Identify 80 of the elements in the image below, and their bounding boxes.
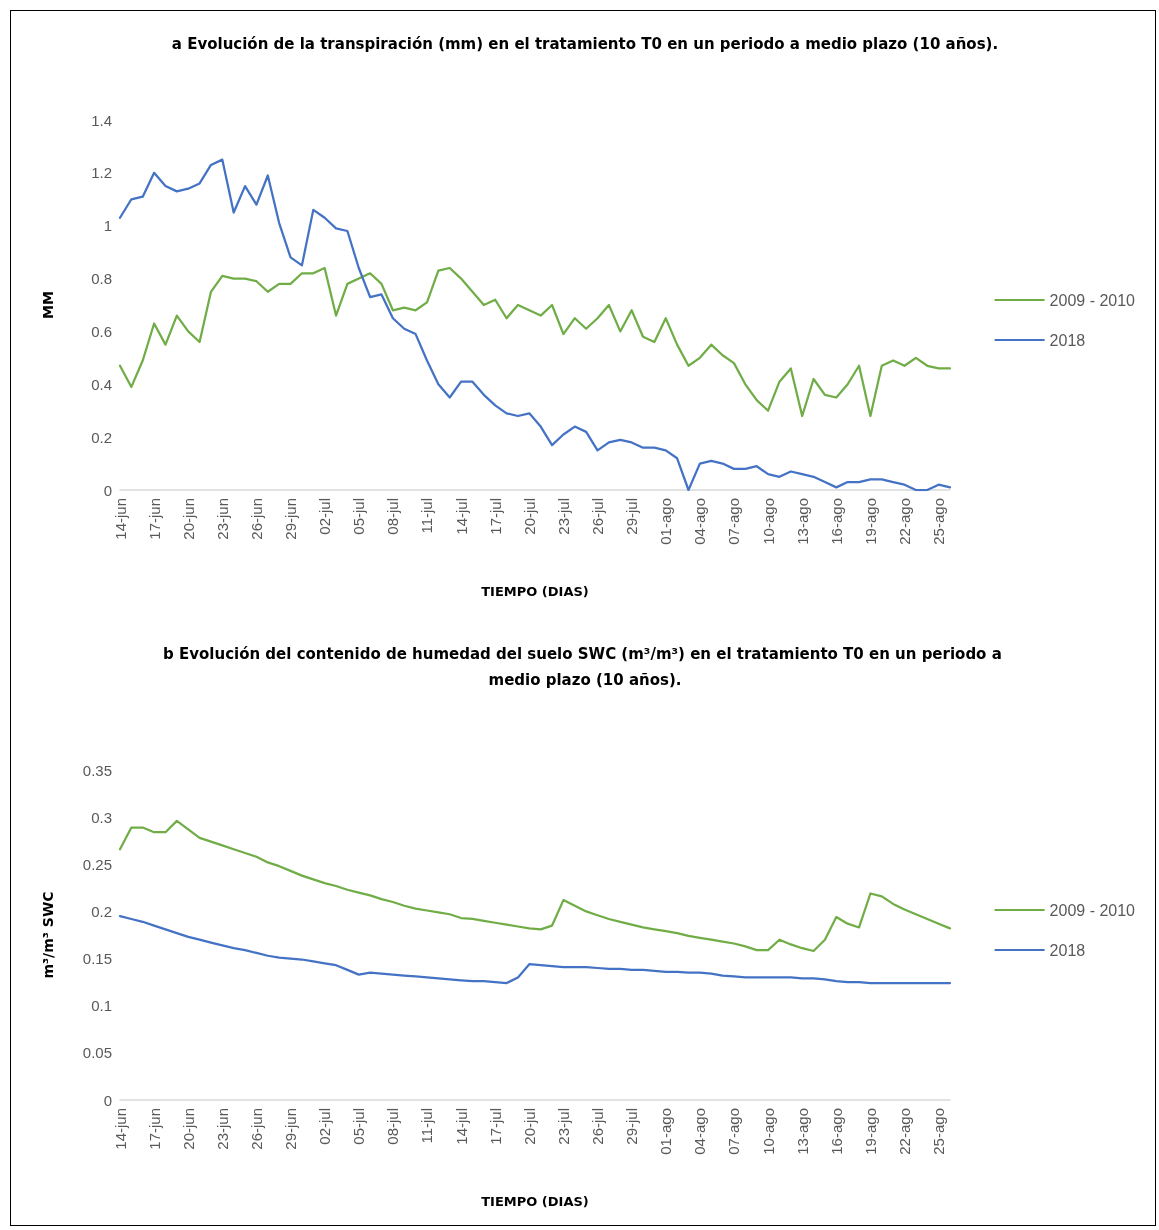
x-tick-label: 25-ago xyxy=(930,498,948,545)
x-tick-label: 29-jul xyxy=(623,498,641,535)
x-tick-label: 13-ago xyxy=(793,498,811,545)
y-tick-label: 1 xyxy=(103,217,112,235)
legend-label: 2018 xyxy=(1049,331,1086,349)
y-tick-label: 0.2 xyxy=(91,428,112,446)
x-tick-label: 29-jul xyxy=(623,1108,641,1145)
y-tick-label: 0.2 xyxy=(91,902,112,920)
x-tick-label: 16-ago xyxy=(827,498,845,545)
x-tick-label: 05-jul xyxy=(350,498,368,535)
y-tick-label: 0.4 xyxy=(91,375,112,393)
legend-label: 2009 - 2010 xyxy=(1049,291,1136,309)
x-tick-label: 11-jul xyxy=(418,498,436,534)
y-tick-label: 0.1 xyxy=(91,997,112,1015)
line-series xyxy=(118,158,952,492)
y-tick-label: 0.15 xyxy=(82,950,112,968)
x-tick-label: 16-ago xyxy=(827,1108,845,1155)
x-tick-label: 14-jul xyxy=(452,498,470,535)
x-tick-label: 01-ago xyxy=(657,1108,675,1155)
y-tick-label: 0.35 xyxy=(82,761,112,779)
x-axis-title: TIEMPO (DIAS) xyxy=(481,1194,589,1209)
x-tick-label: 19-ago xyxy=(861,498,879,545)
x-tick-label: 08-jul xyxy=(384,1108,402,1145)
x-tick-label: 13-ago xyxy=(793,1108,811,1155)
x-tick-label: 08-jul xyxy=(384,498,402,535)
x-tick-label: 29-jun xyxy=(282,498,300,540)
x-tick-label: 26-jun xyxy=(247,498,265,540)
x-tick-label: 23-jun xyxy=(213,498,231,540)
y-tick-label: 0.05 xyxy=(82,1044,112,1062)
x-tick-label: 14-jun xyxy=(111,1108,129,1150)
x-tick-label: 20-jun xyxy=(179,1108,197,1150)
x-axis-title: TIEMPO (DIAS) xyxy=(481,584,589,599)
x-tick-label: 20-jun xyxy=(179,498,197,540)
x-tick-label: 17-jul xyxy=(486,1108,504,1145)
x-tick-label: 19-ago xyxy=(861,1108,879,1155)
line-series xyxy=(118,915,952,985)
x-tick-label: 14-jun xyxy=(111,498,129,540)
chart-title: a Evolución de la transpiración (mm) en el tratamiento T0 en un periodo a medio plazo (10 años). xyxy=(171,35,999,53)
x-tick-label: 20-jul xyxy=(520,498,538,535)
x-tick-label: 10-ago xyxy=(759,498,777,545)
line-series xyxy=(118,819,952,953)
y-tick-label: 1.4 xyxy=(91,111,112,129)
y-tick-label: 0 xyxy=(103,481,112,499)
x-tick-label: 02-jul xyxy=(316,498,334,535)
legend-label: 2009 - 2010 xyxy=(1049,901,1136,919)
x-tick-label: 26-jul xyxy=(589,498,607,535)
x-tick-label: 23-jun xyxy=(213,1108,231,1150)
x-tick-label: 26-jul xyxy=(589,1108,607,1145)
x-tick-label: 17-jul xyxy=(486,498,504,535)
y-axis-title: m³/m³ SWC xyxy=(40,891,56,979)
y-tick-label: 1.2 xyxy=(91,164,112,182)
x-tick-label: 25-ago xyxy=(930,1108,948,1155)
x-tick-label: 17-jun xyxy=(145,1108,163,1150)
legend-label: 2018 xyxy=(1049,941,1086,959)
x-tick-label: 05-jul xyxy=(350,1108,368,1145)
x-tick-label: 01-ago xyxy=(657,498,675,545)
chart-title: b Evolución del contenido de humedad del suelo SWC (m³/m³) en el tratamiento T0 en un periodo a medio plazo (10 años). xyxy=(163,645,1007,689)
x-tick-label: 20-jul xyxy=(520,1108,538,1145)
x-tick-label: 22-ago xyxy=(896,1108,914,1155)
x-tick-label: 26-jun xyxy=(247,1108,265,1150)
x-tick-label: 07-ago xyxy=(725,498,743,545)
y-tick-label: 0.6 xyxy=(91,322,112,340)
line-series xyxy=(118,266,952,418)
y-tick-label: 0.8 xyxy=(91,270,112,288)
x-tick-label: 04-ago xyxy=(691,1108,709,1155)
y-tick-label: 0 xyxy=(103,1091,112,1109)
x-tick-label: 17-jun xyxy=(145,498,163,540)
x-tick-label: 29-jun xyxy=(282,1108,300,1150)
x-tick-label: 04-ago xyxy=(691,498,709,545)
x-tick-label: 23-jul xyxy=(554,498,572,535)
x-tick-label: 02-jul xyxy=(316,1108,334,1145)
y-axis-title: MM xyxy=(40,291,56,319)
x-tick-label: 14-jul xyxy=(452,1108,470,1145)
x-tick-label: 11-jul xyxy=(418,1108,436,1144)
y-tick-label: 0.3 xyxy=(91,808,112,826)
x-tick-label: 23-jul xyxy=(554,1108,572,1145)
x-tick-label: 07-ago xyxy=(725,1108,743,1155)
x-tick-label: 22-ago xyxy=(896,498,914,545)
x-tick-label: 10-ago xyxy=(759,1108,777,1155)
y-tick-label: 0.25 xyxy=(82,855,112,873)
